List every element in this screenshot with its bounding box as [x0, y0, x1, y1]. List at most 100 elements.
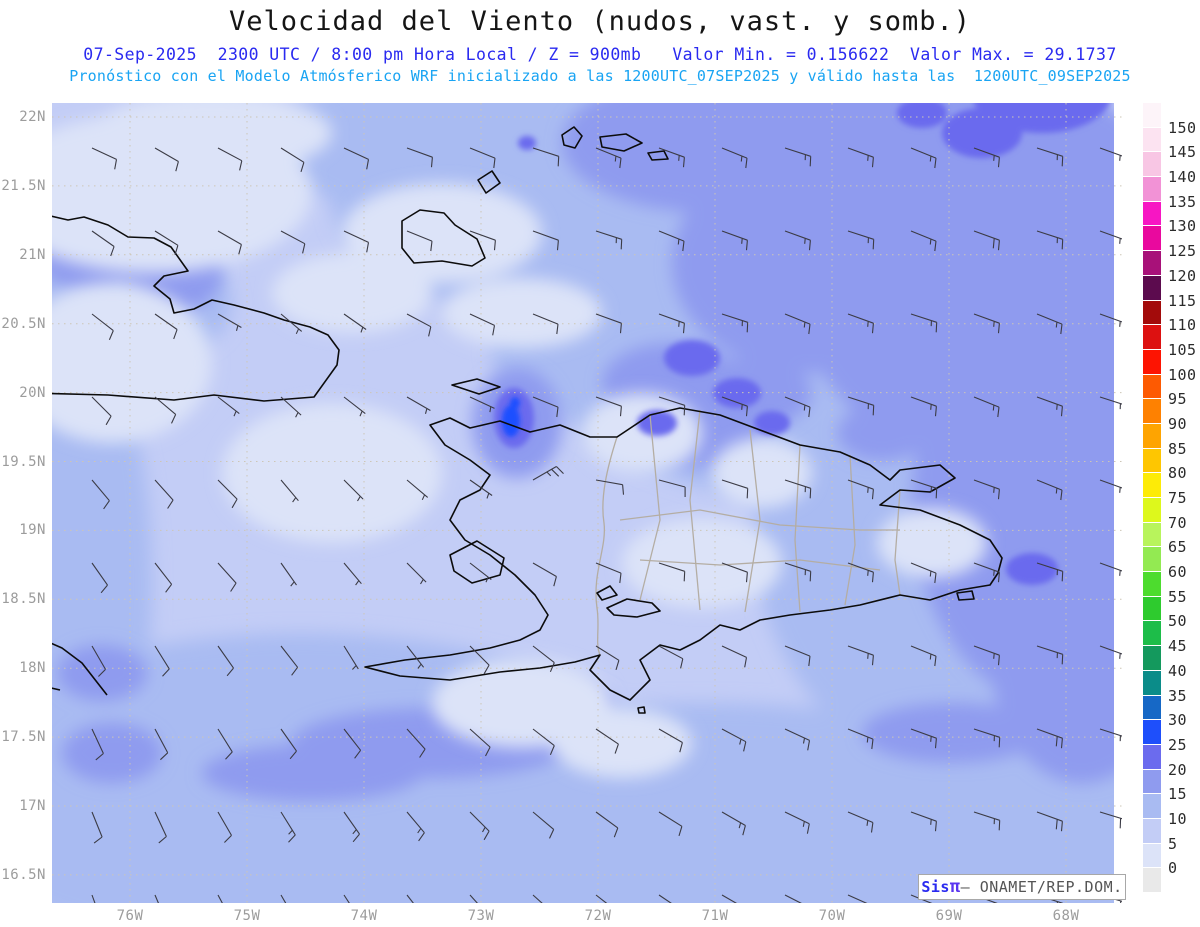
wind-barb	[910, 147, 937, 169]
wind-barb	[154, 645, 170, 677]
wind-barb	[91, 313, 114, 341]
colorbar-segment	[1143, 201, 1161, 226]
wind-barb	[784, 396, 811, 418]
wind-barb	[217, 147, 243, 171]
wind-barb	[847, 562, 874, 583]
wind-barb	[721, 147, 748, 169]
wind-barb	[595, 147, 622, 169]
wind-barb	[1036, 396, 1063, 417]
colorbar-tick-label: 40	[1168, 661, 1188, 680]
wind-barb	[280, 728, 297, 760]
wind-barb	[91, 645, 106, 677]
wind-barb	[658, 313, 685, 334]
lat-label: 20N	[19, 384, 46, 401]
weather-map[interactable]	[27, 103, 1127, 927]
colorbar-tick-label: 95	[1168, 390, 1188, 409]
wind-barb	[532, 811, 555, 839]
lon-label: 68W	[1052, 908, 1080, 924]
wind-barb	[595, 313, 622, 334]
subtitle-validtime: 07-Sep-2025 2300 UTC / 8:00 pm Hora Loca…	[83, 45, 1117, 64]
colorbar-segment	[1143, 399, 1161, 423]
wind-barb	[91, 811, 103, 844]
wind-barb	[595, 811, 619, 838]
sispi-logo-text: Sis	[921, 878, 950, 896]
wind-barb	[154, 811, 167, 844]
wind-barb	[658, 728, 683, 753]
colorbar-tick-label: 130	[1168, 217, 1197, 236]
colorbar-segment	[1143, 868, 1161, 893]
colorbar-segment	[1143, 374, 1161, 399]
map-right-margin	[1114, 103, 1122, 903]
colorbar-tick-label: 145	[1168, 143, 1197, 162]
wind-barb	[658, 230, 685, 252]
colorbar-tick-label: 50	[1168, 612, 1188, 631]
wind-barb	[91, 479, 110, 510]
colorbar-tick-label: 75	[1168, 489, 1188, 508]
colorbar-tick-label: 135	[1168, 192, 1197, 211]
colorbar-segment	[1143, 275, 1161, 300]
wind-barb	[217, 479, 238, 509]
wind-barb	[280, 396, 302, 418]
colorbar-tick-label: 100	[1168, 365, 1197, 384]
wind-barb	[910, 396, 937, 417]
wind-barb	[784, 147, 812, 167]
wind-barb	[406, 230, 433, 252]
wind-barb	[847, 147, 874, 168]
lon-label: 73W	[467, 908, 495, 924]
wind-barb	[784, 811, 810, 834]
wind-barb	[658, 562, 686, 582]
colorbar-segment	[1143, 843, 1161, 868]
wind-barb	[910, 811, 937, 832]
wind-barb	[784, 562, 812, 582]
colorbar-segment	[1143, 794, 1161, 818]
wind-barb	[469, 230, 496, 251]
pi-symbol-icon: π	[949, 877, 961, 897]
wind-barb	[343, 479, 364, 502]
wind-barb	[1036, 147, 1064, 167]
wind-barb	[469, 396, 495, 413]
lon-label: 76W	[116, 908, 144, 924]
lat-label: 19N	[19, 522, 46, 539]
lat-label: 16.5N	[1, 866, 46, 883]
wind-barb	[154, 728, 169, 761]
sispi-onamet-branding: Sis π – ONAMET/REP.DOM.	[918, 874, 1126, 900]
colorbar-tick-label: 35	[1168, 686, 1188, 705]
wind-barb	[532, 147, 560, 167]
wind-barb	[343, 811, 360, 843]
colorbar-tick-label: 45	[1168, 637, 1188, 656]
colorbar-tick-label: 25	[1168, 735, 1188, 754]
lat-label: 18N	[19, 660, 46, 677]
wind-barb	[784, 230, 811, 251]
wind-barb	[973, 728, 1001, 748]
colorbar-tick-label: 20	[1168, 760, 1188, 779]
wind-barb	[973, 811, 1001, 831]
wind-barb	[217, 645, 234, 677]
colorbar-segment	[1143, 670, 1161, 695]
wind-barb	[280, 313, 303, 335]
shading-layer	[494, 103, 1110, 585]
colorbar-segment	[1143, 127, 1161, 152]
wind-barb	[784, 313, 811, 335]
wind-barb	[343, 313, 367, 333]
wind-barb	[973, 147, 1000, 168]
wind-barb	[721, 396, 748, 417]
wind-barb	[343, 147, 370, 170]
colorbar-segment	[1143, 769, 1161, 794]
wind-barb	[910, 313, 938, 333]
colorbar-segment	[1143, 152, 1161, 177]
wind-barb	[721, 313, 749, 333]
wind-barb	[217, 728, 233, 760]
lat-label: 18.5N	[1, 591, 46, 608]
wind-barb	[721, 645, 748, 668]
colorbar-segment	[1143, 349, 1161, 374]
wind-barb	[658, 396, 686, 416]
wind-barb	[532, 230, 559, 251]
wind-barb	[406, 645, 425, 669]
wind-barb	[532, 728, 555, 756]
colorbar-tick-label: 70	[1168, 513, 1188, 532]
wind-barb	[784, 479, 812, 499]
colorbar-segment	[1143, 498, 1161, 522]
wind-barb	[406, 728, 426, 758]
wind-barb	[847, 396, 875, 416]
wind-barb	[91, 230, 115, 257]
